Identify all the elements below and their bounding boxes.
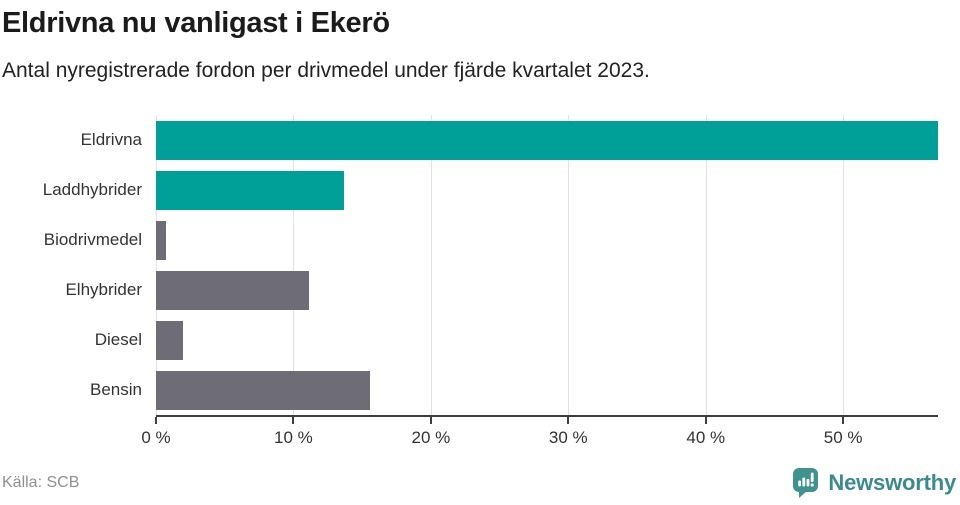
chart-row: Elhybrider bbox=[2, 265, 938, 315]
tick-label: 20 % bbox=[411, 428, 451, 448]
bar-eldrivna bbox=[156, 120, 938, 160]
bar-track bbox=[156, 115, 938, 165]
bar-elhybrider bbox=[156, 270, 309, 310]
tick-mark bbox=[567, 417, 570, 425]
tick-mark bbox=[842, 417, 845, 425]
category-label-biodrivmedel: Biodrivmedel bbox=[43, 230, 142, 250]
bar-track bbox=[156, 265, 938, 315]
category-label-bensin: Bensin bbox=[90, 380, 142, 400]
gridline bbox=[430, 115, 432, 416]
newsworthy-logo-icon bbox=[792, 467, 819, 498]
bar-track bbox=[156, 165, 938, 215]
tick-mark bbox=[292, 417, 295, 425]
chart-title: Eldrivna nu vanligast i Ekerö bbox=[2, 7, 390, 39]
bar-track bbox=[156, 315, 938, 365]
bar-bensin bbox=[156, 370, 371, 410]
tick-mark bbox=[155, 417, 157, 425]
tick-label: 30 % bbox=[548, 428, 588, 448]
chart-header: Eldrivna nu vanligast i Ekerö Antal nyre… bbox=[2, 6, 938, 84]
category-label-diesel: Diesel bbox=[94, 330, 142, 350]
plot-area: Eldrivna Laddhybrider Biodrivmedel Elhybrid… bbox=[2, 115, 938, 416]
newsworthy-wordmark: Newsworthy bbox=[828, 469, 956, 495]
bar-track bbox=[156, 365, 938, 415]
source-credit: Källa: SCB bbox=[2, 473, 80, 491]
chart-subtitle: Antal nyregistrerade fordon per drivmede… bbox=[2, 58, 650, 82]
bar-biodrivmedel bbox=[156, 220, 166, 260]
tick-label: 0 % bbox=[141, 428, 171, 448]
bar-chart: Eldrivna Laddhybrider Biodrivmedel Elhybrid… bbox=[2, 115, 938, 457]
tick-mark bbox=[429, 417, 432, 425]
x-axis-line bbox=[156, 415, 938, 418]
gridlines bbox=[156, 115, 938, 416]
gridline bbox=[705, 115, 707, 416]
tick-mark bbox=[704, 417, 707, 425]
tick-label: 40 % bbox=[686, 428, 726, 448]
chart-rows: Eldrivna Laddhybrider Biodrivmedel Elhybrid… bbox=[2, 115, 938, 415]
bar-laddhybrider bbox=[156, 170, 345, 210]
gridline bbox=[843, 115, 845, 416]
chart-row: Diesel bbox=[2, 315, 938, 365]
chart-row: Biodrivmedel bbox=[2, 215, 938, 265]
category-label-elhybrider: Elhybrider bbox=[65, 280, 142, 300]
x-axis-ticks: 0 % 10 % 20 % 30 % 40 % 50 % bbox=[141, 417, 938, 457]
bar-track bbox=[156, 215, 938, 265]
gridline bbox=[156, 115, 157, 416]
gridline bbox=[568, 115, 570, 416]
category-label-eldrivna: Eldrivna bbox=[80, 130, 142, 150]
chart-row: Eldrivna bbox=[2, 115, 938, 165]
tick-label: 50 % bbox=[823, 428, 863, 448]
chart-row: Bensin bbox=[2, 365, 938, 415]
tick-label: 10 % bbox=[274, 428, 313, 448]
gridline bbox=[293, 115, 295, 416]
newsworthy-brand: Newsworthy bbox=[792, 467, 956, 498]
chart-row: Laddhybrider bbox=[2, 165, 938, 215]
category-label-laddhybrider: Laddhybrider bbox=[42, 180, 142, 200]
bar-diesel bbox=[156, 320, 184, 360]
footer: Källa: SCB Newsworthy bbox=[2, 467, 956, 498]
